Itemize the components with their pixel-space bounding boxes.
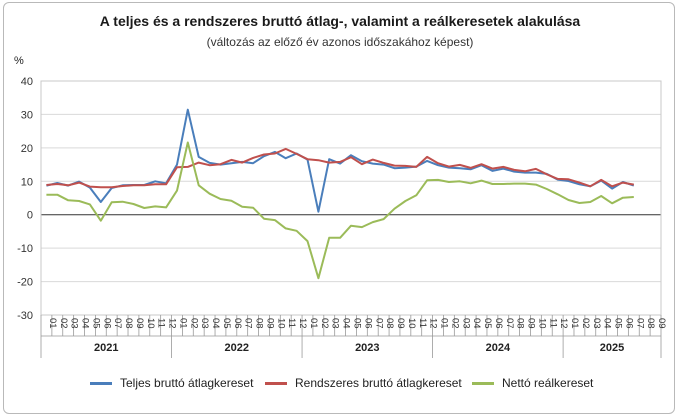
x-tick-label: 01	[439, 318, 450, 329]
x-tick-label: 08	[254, 318, 265, 329]
series-line-1	[46, 108, 635, 213]
x-tick-label: 01	[308, 318, 319, 329]
plot-area	[40, 80, 662, 316]
y-tick-label: 20	[21, 143, 33, 155]
x-tick-label: 05	[482, 318, 493, 329]
y-tick-label: 30	[21, 109, 33, 121]
x-tick-label: 10	[145, 318, 156, 329]
x-tick-label: 05	[613, 318, 624, 329]
legend-swatch	[472, 381, 494, 385]
x-tick-label: 12	[428, 318, 439, 329]
x-tick-label: 04	[471, 318, 482, 329]
legend-label: Teljes bruttó átlagkereset	[120, 376, 254, 390]
x-tick-label: 03	[199, 318, 210, 329]
x-tick-label: 01	[47, 318, 58, 329]
x-tick-label: 03	[591, 318, 602, 329]
year-label: 2025	[600, 342, 624, 354]
x-tick-label: 02	[319, 318, 330, 329]
series-line-3	[46, 141, 634, 280]
x-tick-label: 06	[232, 318, 243, 329]
y-tick-label: -10	[17, 243, 33, 255]
legend-swatch	[265, 381, 287, 385]
y-tick-label: 0	[27, 210, 33, 222]
x-tick-label: 09	[526, 318, 537, 329]
x-tick-label: 05	[352, 318, 363, 329]
year-label: 2022	[225, 342, 249, 354]
x-tick-label: 02	[580, 318, 591, 329]
x-tick-label: 04	[80, 318, 91, 329]
x-tick-label: 09	[134, 318, 145, 329]
x-tick-label: 04	[210, 318, 221, 329]
legend-item-1: Teljes bruttó átlagkereset	[90, 376, 253, 390]
x-tick-label: 07	[243, 318, 254, 329]
x-tick-label: 02	[188, 318, 199, 329]
x-tick-label: 07	[373, 318, 384, 329]
legend: Teljes bruttó átlagkereset Rendszeres bru…	[0, 376, 680, 392]
x-tick-label: 07	[112, 318, 123, 329]
x-tick-label: 04	[602, 318, 613, 329]
y-tick-label: 10	[21, 176, 33, 188]
x-tick-label: 08	[515, 318, 526, 329]
x-tick-label: 08	[384, 318, 395, 329]
x-tick-label: 10	[275, 318, 286, 329]
y-tick-label: 40	[21, 76, 33, 88]
legend-label: Nettó reálkereset	[502, 376, 594, 390]
x-tick-label: 07	[634, 318, 645, 329]
y-tick-label: -30	[17, 310, 33, 322]
x-tick-label: 12	[558, 318, 569, 329]
x-tick-label: 09	[395, 318, 406, 329]
year-label: 2023	[355, 342, 379, 354]
x-tick-label: 06	[623, 318, 634, 329]
y-tick-label: -20	[17, 277, 33, 289]
x-tick-label: 01	[569, 318, 580, 329]
legend-swatch	[90, 381, 112, 385]
x-tick-label: 11	[547, 318, 558, 328]
x-tick-label: 04	[341, 318, 352, 329]
x-tick-label: 03	[69, 318, 80, 329]
chart-title: A teljes és a rendszeres bruttó átlag-, …	[99, 13, 581, 29]
x-tick-label: 11	[286, 318, 297, 328]
x-tick-label: 10	[536, 318, 547, 329]
year-label: 2024	[486, 342, 511, 354]
legend-label: Rendszeres bruttó átlagkereset	[295, 376, 462, 390]
x-tick-label: 08	[645, 318, 656, 329]
x-tick-label: 06	[101, 318, 112, 329]
x-tick-label: 05	[90, 318, 101, 329]
series-line-2	[46, 147, 634, 189]
x-tick-label: 06	[493, 318, 504, 329]
x-tick-label: 07	[504, 318, 515, 329]
x-tick-label: 05	[221, 318, 232, 329]
x-tick-label: 01	[177, 318, 188, 329]
year-label: 2021	[94, 342, 118, 354]
legend-item-3: Nettó reálkereset	[472, 376, 593, 390]
y-axis-unit-label: %	[14, 55, 24, 67]
x-tick-label: 06	[362, 318, 373, 329]
legend-item-2: Rendszeres bruttó átlagkereset	[265, 376, 462, 390]
x-tick-label: 08	[123, 318, 134, 329]
x-tick-label: 03	[330, 318, 341, 329]
x-tick-label: 11	[417, 318, 428, 328]
x-tick-label: 02	[58, 318, 69, 329]
x-tick-label: 09	[264, 318, 275, 329]
x-tick-label: 03	[460, 318, 471, 329]
x-tick-label: 02	[449, 318, 460, 329]
x-tick-label: 12	[167, 318, 178, 329]
x-tick-label: 09	[656, 318, 667, 329]
x-tick-label: 12	[297, 318, 308, 329]
x-tick-label: 11	[156, 318, 167, 328]
chart-subtitle: (változás az előző év azonos időszakához…	[206, 35, 474, 49]
x-tick-label: 10	[406, 318, 417, 329]
